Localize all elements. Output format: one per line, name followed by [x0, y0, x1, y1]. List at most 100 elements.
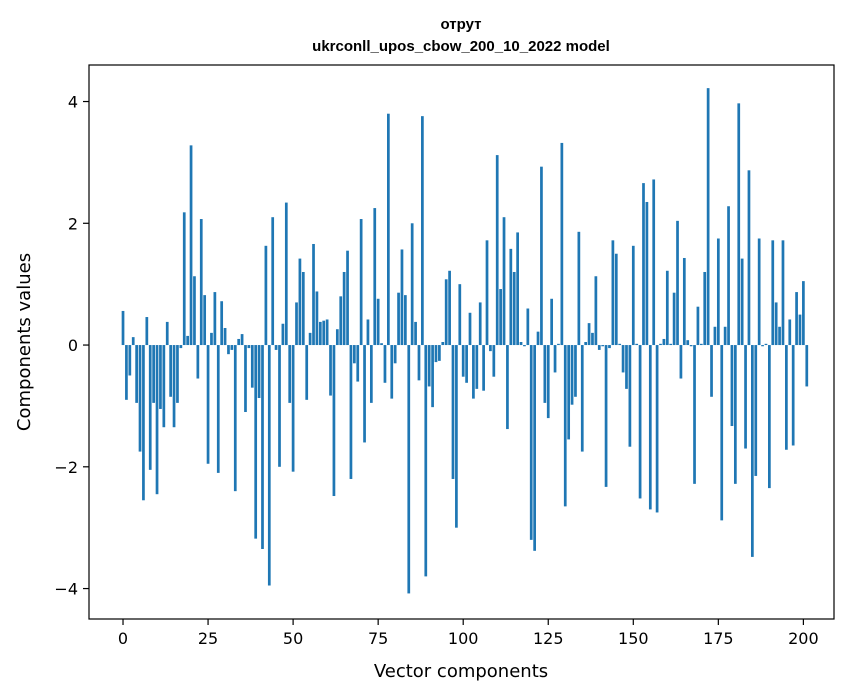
bar-153 [642, 183, 645, 346]
bar-139 [594, 276, 598, 346]
bar-98 [455, 345, 458, 528]
bar-28 [216, 345, 220, 473]
bar-174 [713, 326, 717, 346]
bar-143 [608, 345, 611, 349]
bar-113 [506, 345, 509, 430]
bar-21 [193, 276, 196, 346]
x-tick-label-75: 75 [368, 629, 388, 648]
x-tick-label-200: 200 [788, 629, 819, 648]
bar-91 [431, 345, 434, 408]
bar-199 [798, 314, 802, 346]
bar-series [121, 88, 809, 594]
bar-158 [659, 343, 662, 346]
bar-51 [295, 302, 298, 346]
bar-134 [577, 231, 581, 346]
y-tick-label--4: −4 [54, 580, 78, 599]
bar-13 [165, 321, 169, 346]
bar-109 [492, 345, 496, 377]
x-tick-label-125: 125 [533, 629, 564, 648]
bar-31 [227, 345, 230, 355]
bar-185 [750, 345, 754, 557]
bar-187 [757, 238, 761, 346]
y-tick-label-4: 4 [68, 93, 78, 112]
x-axis-ticks: 0 25 50 75 100 125 150 175 200 [118, 619, 819, 648]
bar-56 [312, 243, 315, 346]
bar-34 [237, 338, 241, 346]
bar-46 [278, 345, 281, 467]
bar-200 [802, 281, 805, 346]
bar-101 [465, 345, 468, 383]
bar-150 [631, 245, 635, 346]
bar-70 [359, 219, 363, 346]
bar-48 [284, 202, 288, 346]
y-axis-ticks: −4 −2 0 2 4 [54, 93, 89, 599]
bar-11 [159, 345, 162, 409]
bar-122 [536, 331, 540, 346]
bar-59 [322, 320, 326, 346]
bar-179 [730, 345, 734, 427]
x-tick-label-150: 150 [618, 629, 649, 648]
bar-62 [332, 345, 336, 497]
bar-156 [652, 179, 656, 346]
bar-67 [349, 345, 353, 479]
bar-107 [485, 240, 489, 346]
bar-182 [740, 258, 744, 346]
bar-121 [533, 345, 536, 551]
bar-86 [414, 321, 417, 346]
bar-5 [138, 345, 142, 452]
bar-85 [410, 223, 414, 346]
bar-35 [240, 334, 244, 346]
chart-title-line2: ukrconll_upos_cbow_200_10_2022 model [312, 38, 610, 55]
bar-145 [614, 253, 618, 346]
bar-126 [550, 298, 554, 346]
bar-4 [135, 345, 138, 403]
bar-133 [574, 345, 577, 397]
x-tick-label-50: 50 [283, 629, 303, 648]
bar-164 [679, 345, 683, 379]
bar-66 [346, 250, 349, 346]
bar-193 [778, 326, 781, 346]
bar-191 [771, 240, 775, 346]
bar-33 [233, 345, 237, 492]
bar-20 [189, 145, 193, 346]
bar-110 [495, 155, 499, 346]
bar-32 [230, 345, 234, 350]
bar-87 [417, 345, 421, 381]
bar-152 [638, 345, 642, 499]
bar-0 [121, 310, 125, 346]
bar-148 [625, 345, 628, 389]
bar-170 [699, 343, 703, 346]
y-tick-label--2: −2 [54, 458, 78, 477]
bar-80 [393, 345, 397, 364]
bar-116 [516, 232, 519, 346]
bar-104 [475, 345, 479, 389]
bar-136 [584, 342, 588, 346]
bar-97 [451, 345, 455, 479]
bar-155 [648, 345, 652, 510]
bar-71 [363, 345, 366, 443]
bar-132 [570, 345, 574, 405]
bar-9 [152, 345, 155, 403]
bar-2 [128, 345, 132, 376]
bar-128 [557, 343, 560, 346]
bar-119 [526, 308, 530, 346]
bar-12 [162, 345, 166, 428]
bar-103 [472, 345, 475, 399]
bar-197 [791, 345, 795, 446]
bar-89 [424, 345, 428, 577]
bar-41 [261, 345, 264, 549]
bar-43 [267, 345, 271, 586]
bar-69 [356, 345, 360, 382]
bar-105 [478, 302, 482, 346]
bar-39 [254, 345, 258, 539]
bar-194 [781, 240, 785, 346]
bar-161 [669, 343, 673, 346]
bar-160 [665, 270, 669, 346]
x-tick-label-0: 0 [118, 629, 128, 648]
bar-24 [203, 295, 207, 346]
bar-176 [720, 345, 724, 521]
bar-146 [618, 343, 622, 346]
bar-77 [383, 345, 387, 383]
bar-168 [693, 345, 696, 484]
